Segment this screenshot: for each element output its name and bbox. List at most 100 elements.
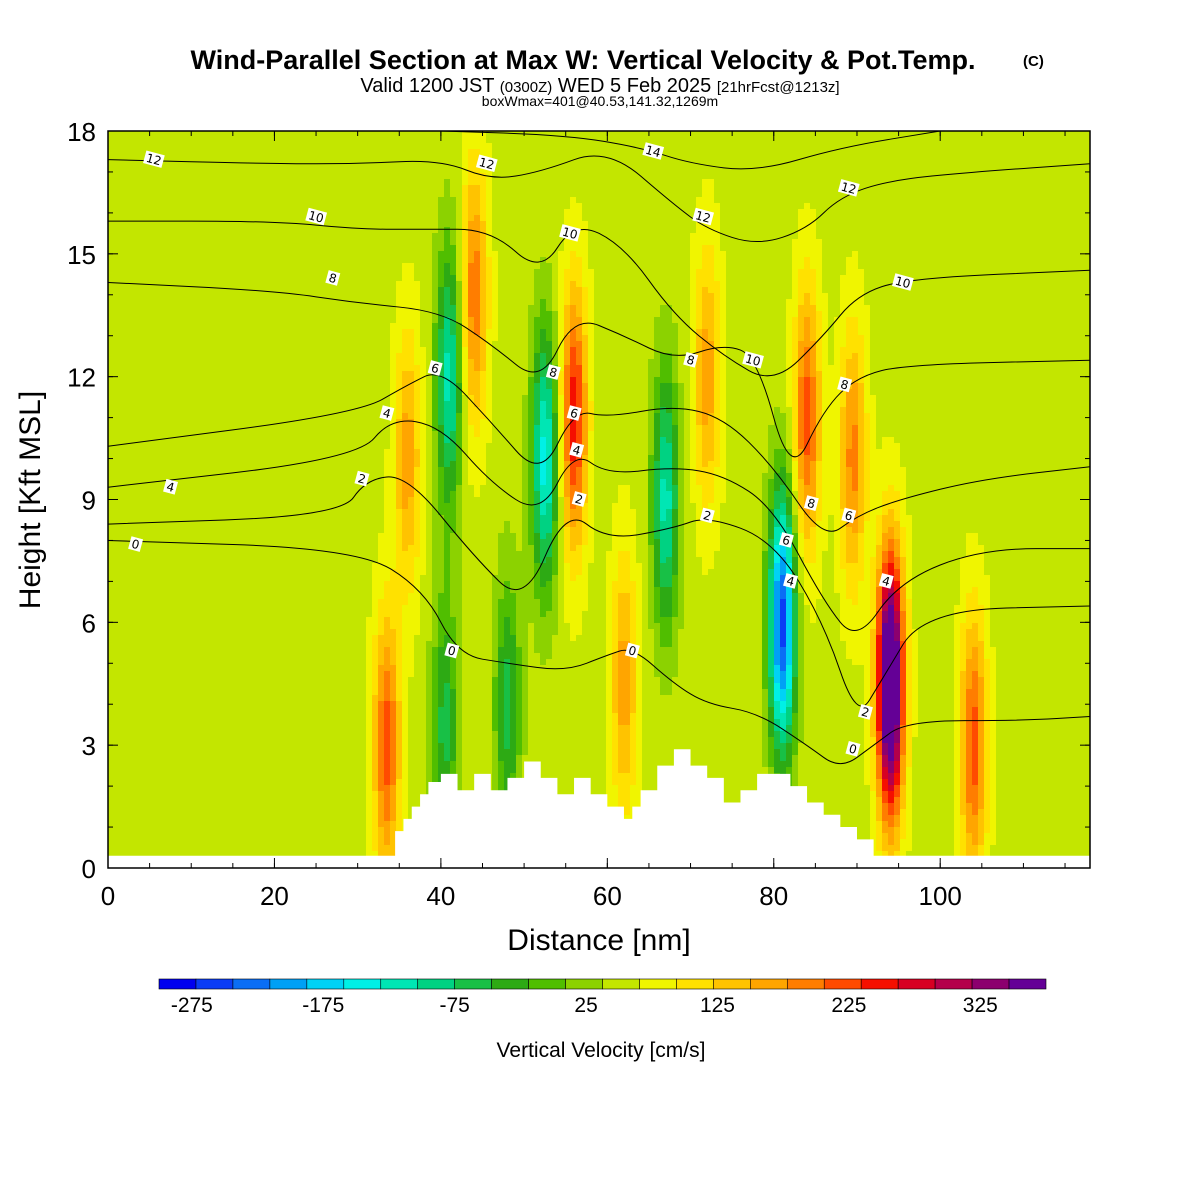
velocity-cell: [960, 203, 967, 210]
velocity-cell: [216, 191, 223, 198]
velocity-cell: [846, 293, 853, 300]
velocity-cell: [1068, 233, 1075, 240]
velocity-cell: [768, 281, 775, 288]
velocity-cell: [456, 197, 463, 204]
velocity-cell: [816, 167, 823, 174]
velocity-cell: [990, 137, 997, 144]
velocity-cell: [1014, 221, 1021, 228]
velocity-cell: [498, 263, 505, 270]
velocity-cell: [768, 209, 775, 216]
velocity-cell: [360, 233, 367, 240]
velocity-cell: [972, 179, 979, 186]
velocity-cell: [462, 269, 469, 276]
velocity-cell: [1008, 221, 1015, 228]
velocity-cell: [168, 155, 175, 162]
velocity-cell: [948, 251, 955, 258]
velocity-cell: [276, 299, 283, 306]
velocity-cell: [678, 257, 685, 264]
velocity-cell: [588, 233, 595, 240]
velocity-cell: [708, 155, 715, 162]
velocity-cell: [894, 251, 901, 258]
velocity-cell: [402, 143, 409, 150]
velocity-cell: [552, 257, 559, 264]
velocity-cell: [1068, 161, 1075, 168]
velocity-cell: [762, 227, 769, 234]
velocity-cell: [414, 149, 421, 156]
velocity-cell: [996, 173, 1003, 180]
velocity-cell: [192, 311, 199, 318]
velocity-cell: [828, 269, 835, 276]
velocity-cell: [696, 305, 703, 312]
velocity-cell: [828, 143, 835, 150]
velocity-cell: [672, 287, 679, 294]
velocity-cell: [660, 227, 667, 234]
velocity-cell: [648, 185, 655, 192]
velocity-cell: [840, 173, 847, 180]
velocity-cell: [1002, 287, 1009, 294]
velocity-cell: [642, 185, 649, 192]
velocity-cell: [762, 239, 769, 246]
velocity-cell: [168, 281, 175, 288]
velocity-cell: [354, 311, 361, 318]
velocity-cell: [252, 245, 259, 252]
velocity-cell: [1062, 275, 1069, 282]
velocity-cell: [792, 149, 799, 156]
velocity-cell: [852, 215, 859, 222]
velocity-cell: [906, 305, 913, 312]
velocity-cell: [720, 203, 727, 210]
velocity-cell: [270, 305, 277, 312]
velocity-cell: [696, 173, 703, 180]
velocity-cell: [714, 269, 721, 276]
velocity-cell: [204, 245, 211, 252]
velocity-cell: [864, 221, 871, 228]
velocity-cell: [774, 275, 781, 282]
velocity-cell: [714, 173, 721, 180]
velocity-cell: [984, 167, 991, 174]
velocity-cell: [936, 233, 943, 240]
velocity-cell: [840, 131, 847, 138]
velocity-cell: [108, 185, 115, 192]
velocity-cell: [810, 299, 817, 306]
velocity-cell: [978, 143, 985, 150]
velocity-cell: [186, 275, 193, 282]
velocity-cell: [402, 215, 409, 222]
velocity-cell: [534, 269, 541, 276]
velocity-cell: [1080, 299, 1087, 306]
velocity-cell: [972, 305, 979, 312]
velocity-cell: [972, 239, 979, 246]
velocity-cell: [288, 173, 295, 180]
velocity-cell: [156, 305, 163, 312]
velocity-cell: [624, 203, 631, 210]
velocity-cell: [888, 173, 895, 180]
velocity-cell: [648, 245, 655, 252]
velocity-cell: [984, 137, 991, 144]
velocity-cell: [852, 221, 859, 228]
velocity-cell: [120, 245, 127, 252]
velocity-cell: [420, 293, 427, 300]
velocity-cell: [438, 161, 445, 168]
velocity-cell: [1014, 191, 1021, 198]
velocity-cell: [768, 275, 775, 282]
velocity-cell: [684, 233, 691, 240]
velocity-cell: [132, 203, 139, 210]
velocity-cell: [300, 287, 307, 294]
velocity-cell: [414, 293, 421, 300]
velocity-cell: [468, 203, 475, 210]
velocity-cell: [198, 209, 205, 216]
velocity-cell: [216, 197, 223, 204]
velocity-cell: [498, 293, 505, 300]
velocity-cell: [690, 239, 697, 246]
velocity-cell: [432, 197, 439, 204]
velocity-cell: [738, 269, 745, 276]
velocity-cell: [738, 275, 745, 282]
velocity-cell: [258, 173, 265, 180]
velocity-cell: [1050, 275, 1057, 282]
velocity-cell: [108, 149, 115, 156]
velocity-cell: [570, 257, 577, 264]
velocity-cell: [390, 245, 397, 252]
velocity-cell: [648, 191, 655, 198]
velocity-cell: [198, 203, 205, 210]
velocity-cell: [264, 263, 271, 270]
velocity-cell: [762, 251, 769, 258]
velocity-cell: [186, 167, 193, 174]
